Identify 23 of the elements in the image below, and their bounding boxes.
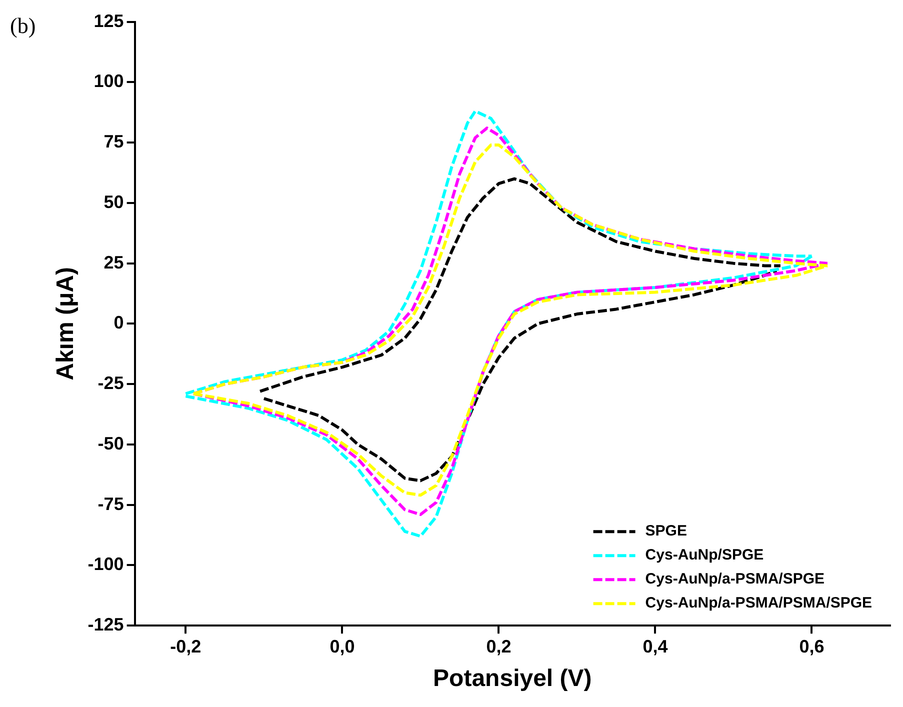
y-tick-label: -100 [88,554,124,574]
y-tick-label: 0 [114,312,124,333]
y-tick-label: 50 [104,192,124,212]
x-tick-label: -0,2 [170,636,202,656]
legend-label: Cys-AuNp/a-PSMA/SPGE [645,570,825,588]
text: (b) [10,12,36,38]
y-tick-label: -25 [98,373,124,394]
x-axis-title: Potansiyel (V) [433,665,592,692]
y-tick-label: 75 [104,132,124,152]
y-axis-title: Akım (μA) [52,267,80,380]
y-tick-label: -50 [98,433,124,454]
x-tick-label: 0,6 [799,636,824,656]
x-tick-label: 0,4 [642,636,668,656]
legend-label: SPGE [645,522,687,540]
legend-label: Cys-AuNp/SPGE [645,546,764,564]
y-tick-label: 100 [94,71,124,92]
x-tick-label: 0,2 [486,636,512,656]
legend-label: Cys-AuNp/a-PSMA/PSMA/SPGE [645,594,872,612]
y-tick-label: 125 [94,10,124,31]
y-tick-label: -75 [98,494,124,514]
x-tick-label: 0,0 [330,636,355,656]
y-tick-label: -125 [88,614,124,635]
y-tick-label: 25 [104,252,124,272]
